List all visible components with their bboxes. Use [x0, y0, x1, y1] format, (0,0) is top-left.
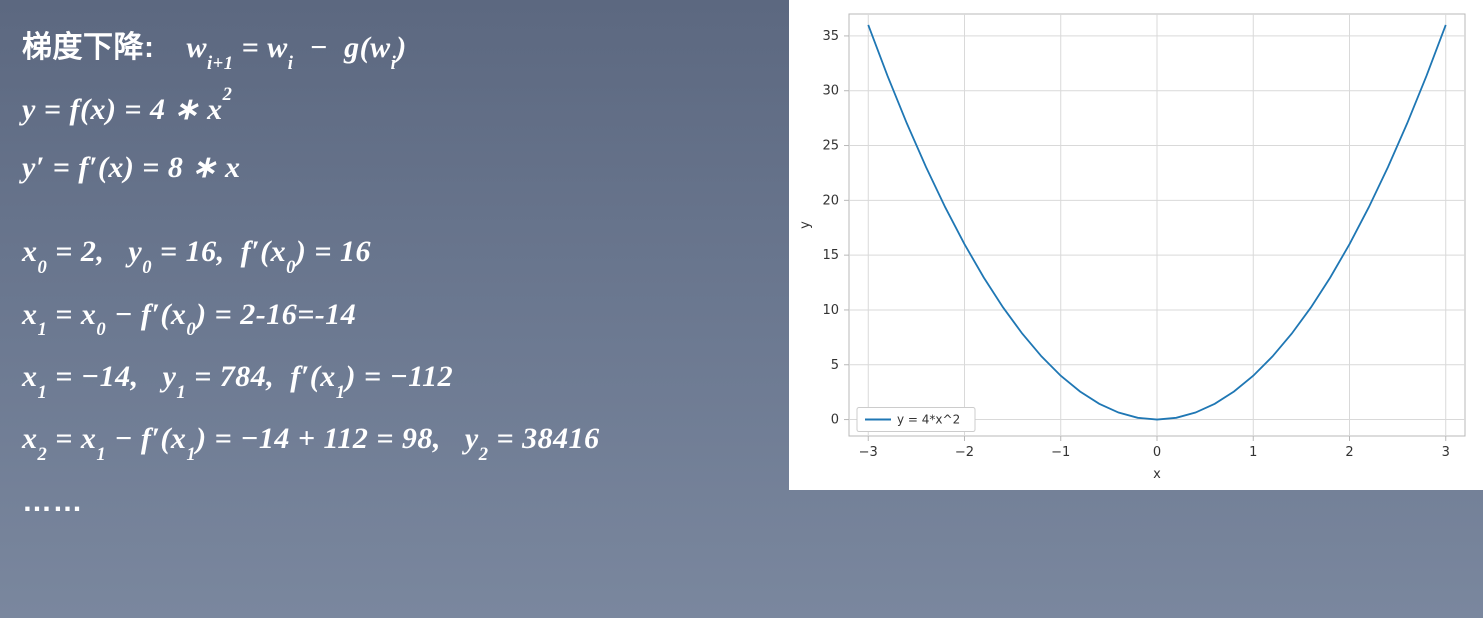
legend: y = 4*x^2: [857, 408, 975, 432]
ytick-label: 15: [822, 248, 839, 263]
xtick-label: −2: [955, 445, 974, 460]
x-axis-label: x: [1153, 467, 1161, 482]
ytick-label: 10: [822, 303, 839, 318]
xtick-label: 2: [1345, 445, 1353, 460]
y-axis-label: y: [798, 221, 813, 229]
ytick-label: 0: [831, 413, 839, 428]
ytick-label: 20: [822, 193, 839, 208]
parabola-chart: −3−2−1012305101520253035xyy = 4*x^2: [789, 0, 1483, 490]
ytick-label: 25: [822, 139, 839, 154]
xtick-label: −3: [859, 445, 878, 460]
xtick-label: 0: [1153, 445, 1161, 460]
ytick-label: 30: [822, 84, 839, 99]
ytick-label: 5: [831, 358, 839, 373]
chart-panel: −3−2−1012305101520253035xyy = 4*x^2: [789, 0, 1483, 490]
ytick-label: 35: [822, 29, 839, 44]
xtick-label: −1: [1051, 445, 1070, 460]
xtick-label: 3: [1442, 445, 1450, 460]
xtick-label: 1: [1249, 445, 1257, 460]
legend-label: y = 4*x^2: [897, 413, 960, 427]
